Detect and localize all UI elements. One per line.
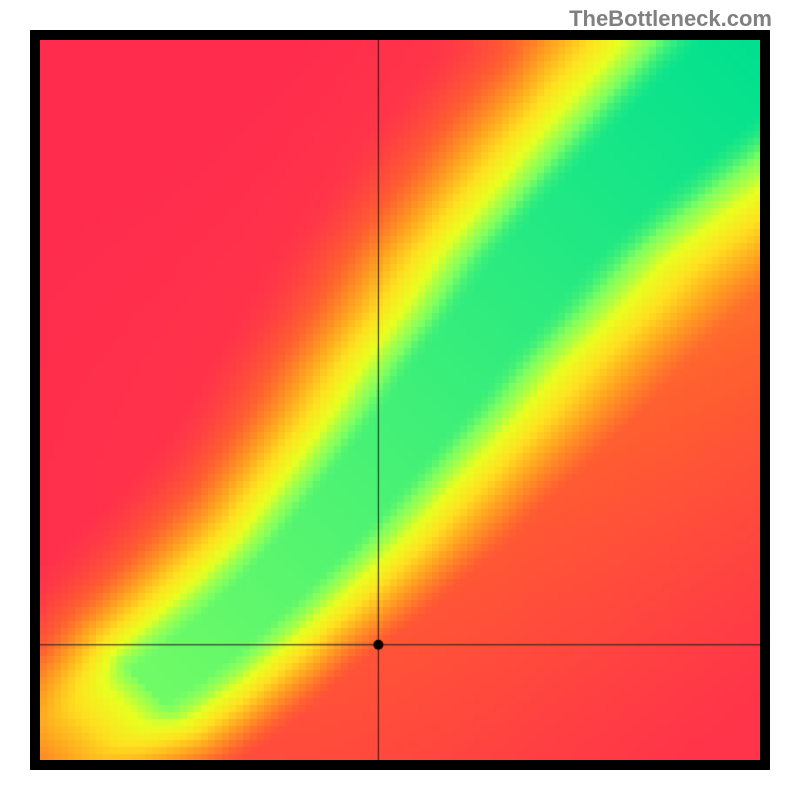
- chart-frame: [30, 30, 770, 770]
- heatmap-canvas: [40, 40, 760, 760]
- heatmap-plot: [40, 40, 760, 760]
- watermark-text: TheBottleneck.com: [569, 6, 772, 32]
